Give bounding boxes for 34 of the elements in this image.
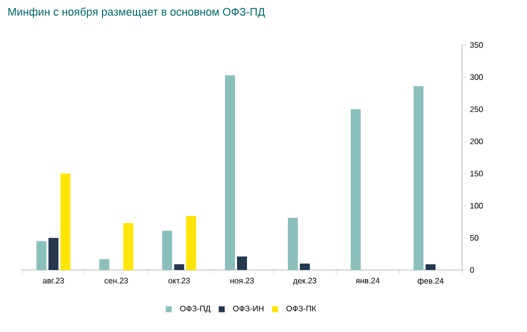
chart-title: Минфин с ноября размещает в основном ОФЗ-ПД [8, 8, 265, 18]
y-tick-label: 0 [470, 267, 474, 273]
bar [186, 216, 196, 270]
y-tick-label: 200 [470, 138, 483, 144]
legend-label: ОФЗ-ИН [233, 306, 264, 312]
x-tick-label: дек.23 [293, 278, 316, 285]
bar [237, 256, 247, 270]
bar [414, 86, 424, 270]
bar [288, 218, 298, 270]
x-tick-label: сен.23 [104, 278, 128, 284]
bar [225, 75, 236, 270]
bar [174, 264, 184, 270]
bar [162, 230, 172, 270]
x-tick-label: окт.23 [168, 278, 190, 284]
x-tick-label: фев.24 [418, 278, 444, 286]
bar [60, 174, 70, 270]
x-tick-label: янв.24 [356, 278, 380, 284]
x-tick-label: ноя.23 [230, 278, 254, 284]
legend-label: ОФЗ-ПД [180, 306, 211, 313]
bar [426, 264, 436, 270]
bar [36, 241, 46, 270]
y-tick-label: 100 [470, 202, 483, 209]
y-tick-label: 300 [470, 74, 483, 80]
bar [99, 259, 110, 270]
y-tick-label: 350 [470, 42, 483, 48]
y-tick-label: 250 [470, 106, 483, 112]
bar [123, 223, 134, 270]
y-tick-label: 150 [470, 170, 483, 176]
y-tick-label: 50 [470, 235, 478, 241]
x-tick-label: авг.23 [42, 278, 64, 284]
bar [300, 264, 310, 270]
bar [350, 109, 361, 270]
bar [48, 238, 58, 270]
legend-label: ОФЗ-ПК [286, 306, 316, 312]
